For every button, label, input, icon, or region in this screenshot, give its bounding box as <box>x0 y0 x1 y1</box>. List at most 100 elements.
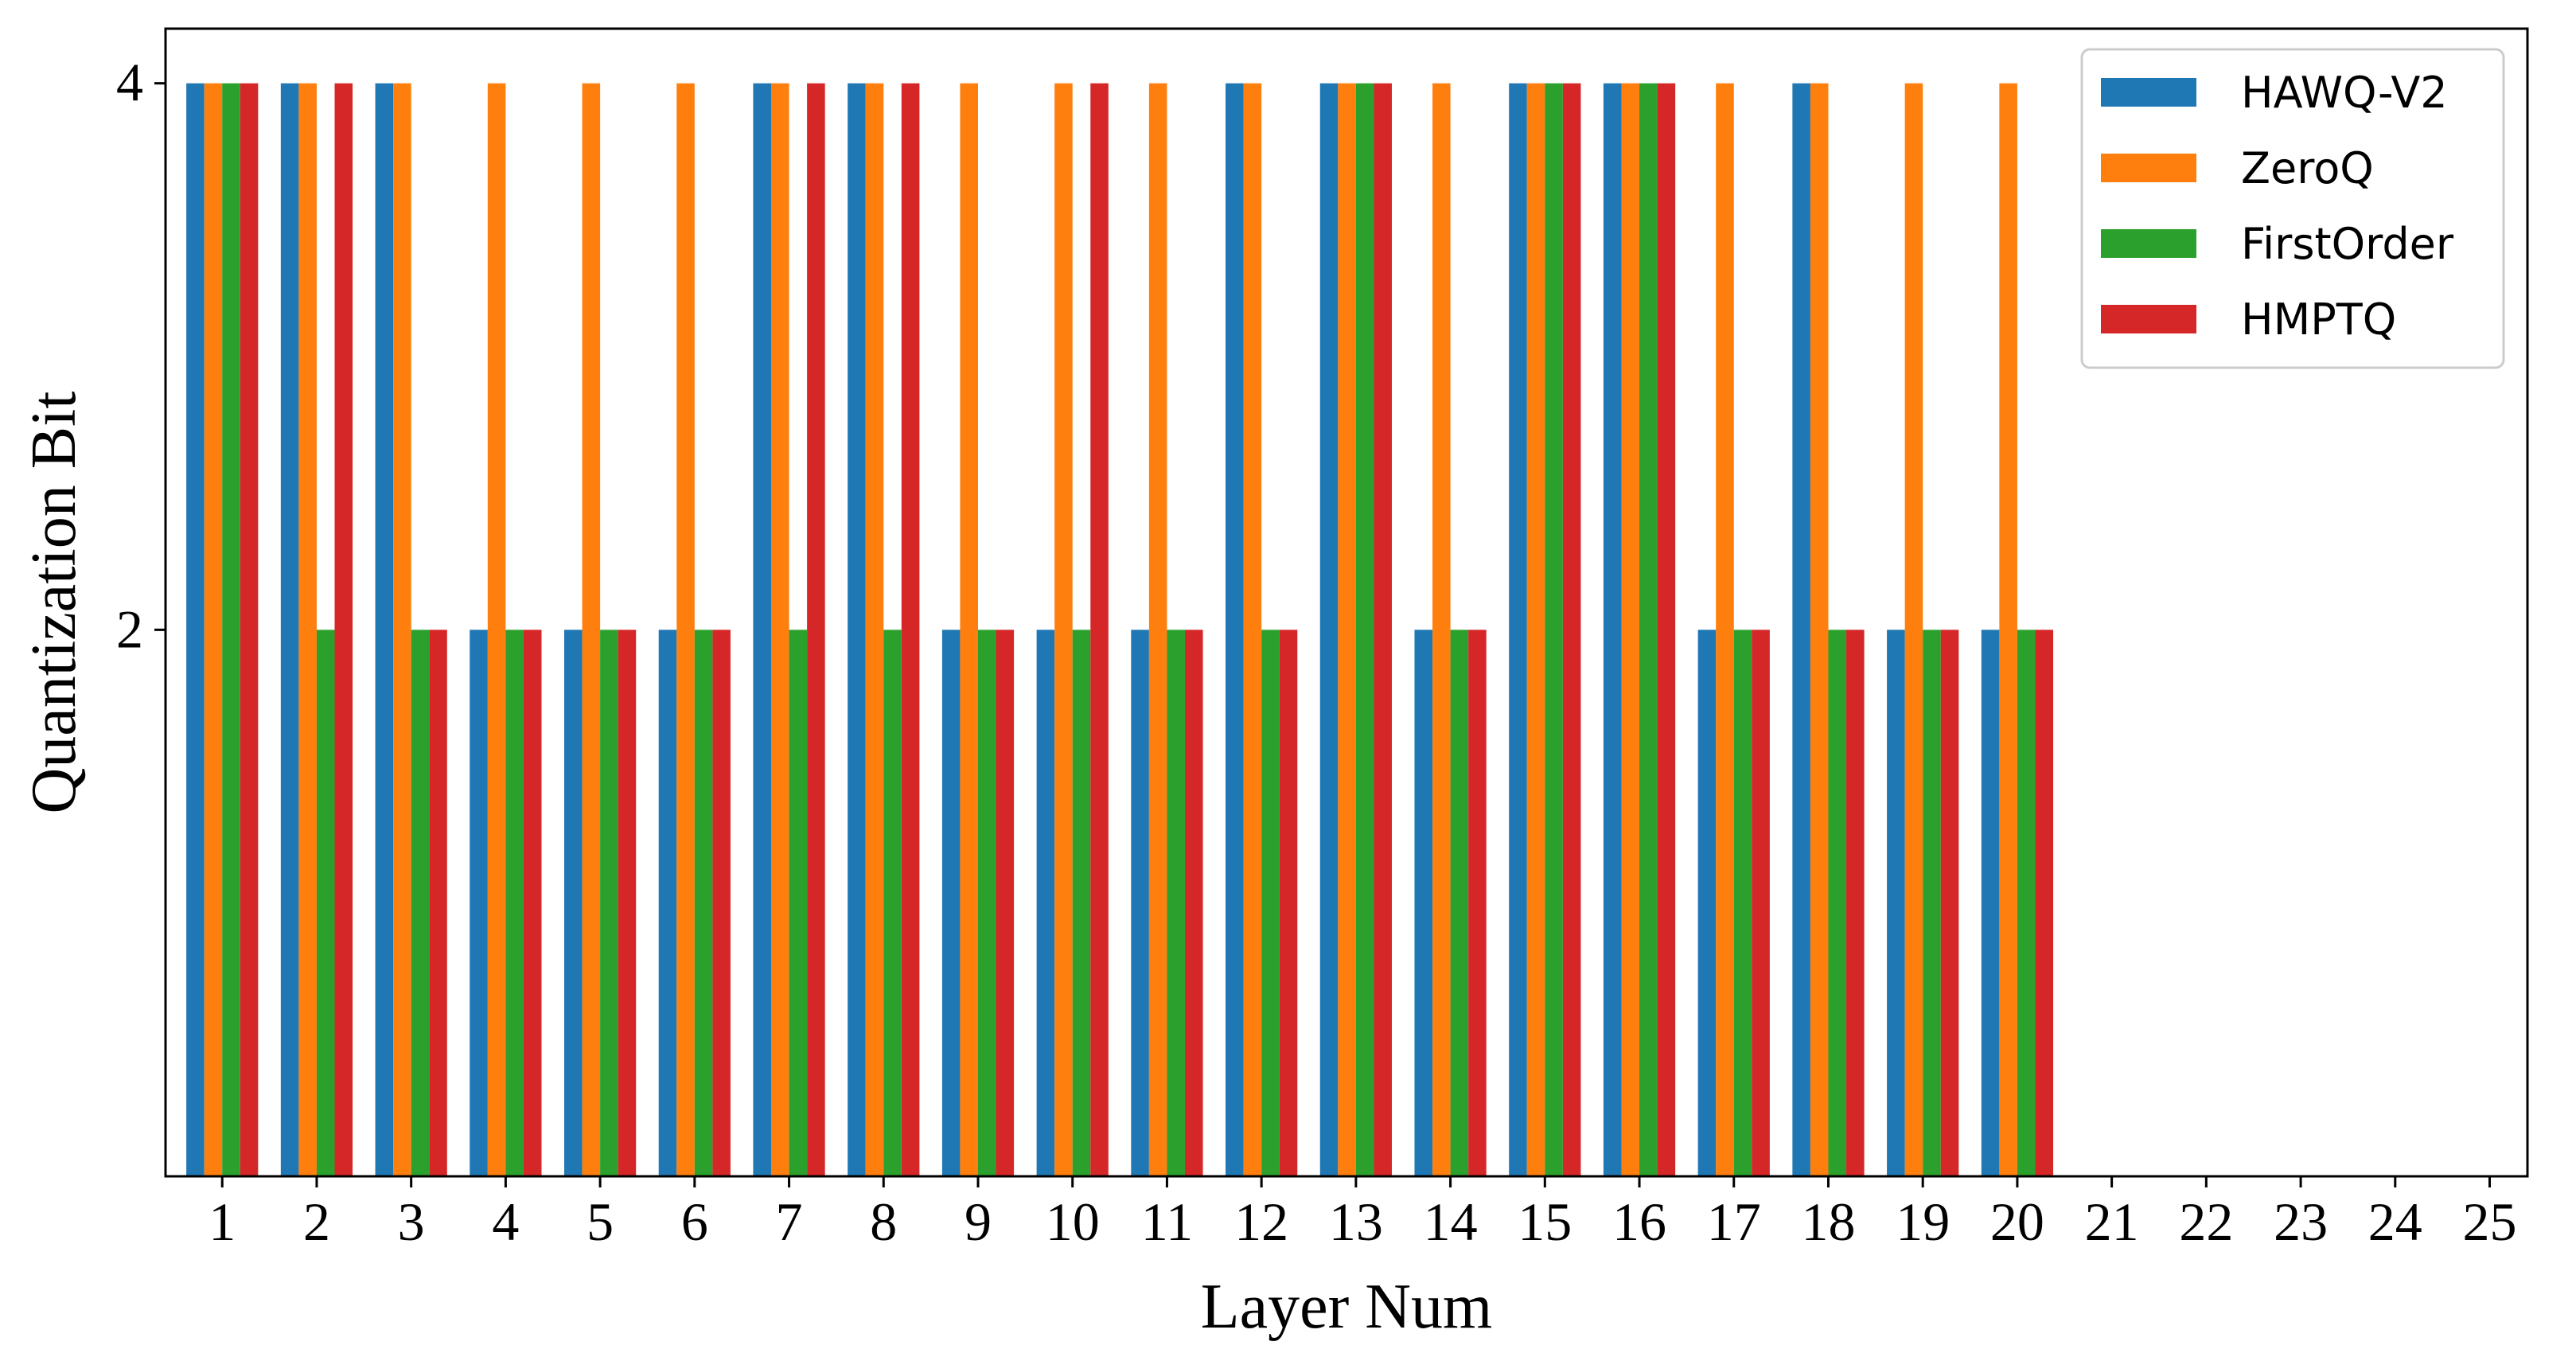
bar-zeroq-layer-14 <box>1432 83 1451 1176</box>
bar-zeroq-layer-16 <box>1621 83 1640 1176</box>
legend: HAWQ-V2 ZeroQ FirstOrder HMPTQ <box>2080 48 2505 369</box>
x-tick-label: 10 <box>1046 1191 1100 1252</box>
bar-hawq-v2-layer-2 <box>280 83 299 1176</box>
bar-zeroq-layer-8 <box>865 83 884 1176</box>
bar-firstorder-layer-2 <box>316 630 335 1176</box>
bar-hawq-v2-layer-16 <box>1603 83 1622 1176</box>
bar-zeroq-layer-12 <box>1243 83 1262 1176</box>
x-tick-label: 16 <box>1612 1191 1666 1252</box>
bar-hawq-v2-layer-19 <box>1887 630 1905 1176</box>
bar-zeroq-layer-11 <box>1148 83 1167 1176</box>
bar-firstorder-layer-1 <box>222 83 240 1176</box>
legend-label: HMPTQ <box>2241 294 2396 345</box>
bar-hmptq-layer-3 <box>429 630 447 1176</box>
x-tick-label: 1 <box>208 1191 236 1252</box>
legend-box <box>2080 48 2505 369</box>
bar-zeroq-layer-3 <box>393 83 411 1176</box>
x-tick-label: 11 <box>1141 1191 1193 1252</box>
x-tick-label: 9 <box>965 1191 992 1252</box>
bar-hmptq-layer-20 <box>2035 630 2054 1176</box>
bar-firstorder-layer-9 <box>977 630 996 1176</box>
bar-hawq-v2-layer-14 <box>1414 630 1433 1176</box>
x-tick-label: 17 <box>1707 1191 1761 1252</box>
bar-zeroq-layer-1 <box>204 83 223 1176</box>
bar-firstorder-layer-17 <box>1733 630 1752 1176</box>
x-tick-label: 8 <box>870 1191 897 1252</box>
bar-hmptq-layer-7 <box>807 83 825 1176</box>
bar-hawq-v2-layer-18 <box>1792 83 1810 1176</box>
bar-hawq-v2-layer-15 <box>1509 83 1527 1176</box>
x-tick-label: 25 <box>2463 1191 2517 1252</box>
bar-hawq-v2-layer-8 <box>848 83 866 1176</box>
bar-hawq-v2-layer-3 <box>375 83 394 1176</box>
bar-hmptq-layer-1 <box>240 83 259 1176</box>
bar-hawq-v2-layer-1 <box>186 83 205 1176</box>
bar-hmptq-layer-18 <box>1846 630 1865 1176</box>
bar-firstorder-layer-10 <box>1072 630 1091 1176</box>
x-axis-label: Layer Num <box>1201 1272 1493 1342</box>
bar-zeroq-layer-9 <box>960 83 978 1176</box>
bar-hmptq-layer-13 <box>1374 83 1392 1176</box>
y-axis: 24 <box>116 53 166 659</box>
bar-hmptq-layer-5 <box>618 630 637 1176</box>
bar-hawq-v2-layer-5 <box>564 630 583 1176</box>
bar-hawq-v2-layer-4 <box>470 630 488 1176</box>
bar-zeroq-layer-2 <box>298 83 317 1176</box>
legend-label: FirstOrder <box>2241 219 2454 269</box>
bar-firstorder-layer-11 <box>1167 630 1185 1176</box>
bar-zeroq-layer-5 <box>582 83 601 1176</box>
bar-zeroq-layer-6 <box>676 83 695 1176</box>
x-tick-label: 2 <box>303 1191 330 1252</box>
x-tick-label: 3 <box>398 1191 425 1252</box>
plot-frame <box>164 27 2529 1178</box>
legend-swatch <box>2101 305 2196 333</box>
bar-hawq-v2-layer-9 <box>941 630 961 1176</box>
x-tick-label: 5 <box>587 1191 614 1252</box>
bar-hmptq-layer-15 <box>1562 83 1581 1176</box>
bar-firstorder-layer-15 <box>1545 83 1563 1176</box>
bar-hmptq-layer-10 <box>1090 83 1109 1176</box>
bar-hawq-v2-layer-7 <box>753 83 771 1176</box>
bar-firstorder-layer-6 <box>694 630 713 1176</box>
x-tick-label: 13 <box>1329 1191 1383 1252</box>
x-tick-label: 4 <box>492 1191 519 1252</box>
bar-firstorder-layer-3 <box>411 630 430 1176</box>
bar-firstorder-layer-8 <box>883 630 902 1176</box>
legend-swatch <box>2101 154 2196 182</box>
bar-zeroq-layer-20 <box>1999 83 2017 1176</box>
bar-hmptq-layer-16 <box>1657 83 1676 1176</box>
x-tick-label: 20 <box>1990 1191 2044 1252</box>
bar-firstorder-layer-20 <box>2017 630 2036 1176</box>
bar-hmptq-layer-12 <box>1279 630 1298 1176</box>
bar-zeroq-layer-4 <box>487 83 506 1176</box>
bar-firstorder-layer-12 <box>1261 630 1280 1176</box>
bar-zeroq-layer-18 <box>1810 83 1829 1176</box>
bar-zeroq-layer-15 <box>1526 83 1545 1176</box>
bar-firstorder-layer-16 <box>1639 83 1658 1176</box>
legend-label: ZeroQ <box>2241 143 2374 193</box>
x-tick-label: 24 <box>2368 1191 2422 1252</box>
bar-hmptq-layer-14 <box>1468 630 1487 1176</box>
x-axis: 1 2 3 4 5 6 7 8 9 10 11 12 13 14 15 16 17 18 19 20 21 22 23 24 2… <box>208 1176 2517 1252</box>
x-tick-label: 21 <box>2085 1191 2139 1252</box>
x-tick-label: 23 <box>2274 1191 2328 1252</box>
bar-hmptq-layer-2 <box>334 83 353 1176</box>
bars-layer <box>186 83 2054 1176</box>
bar-hmptq-layer-9 <box>996 630 1015 1176</box>
bar-hawq-v2-layer-17 <box>1697 630 1717 1176</box>
bar-hawq-v2-layer-12 <box>1226 83 1244 1176</box>
x-tick-label: 22 <box>2179 1191 2233 1252</box>
bar-hawq-v2-layer-6 <box>658 630 677 1176</box>
bar-hmptq-layer-4 <box>523 630 542 1176</box>
bar-hmptq-layer-17 <box>1752 630 1770 1176</box>
y-tick-label: 4 <box>116 53 143 113</box>
bar-zeroq-layer-19 <box>1904 83 1923 1176</box>
bar-zeroq-layer-17 <box>1716 83 1734 1176</box>
bar-firstorder-layer-14 <box>1450 630 1469 1176</box>
legend-swatch <box>2101 78 2196 107</box>
y-axis-label: Quantization Bit <box>19 391 89 813</box>
bar-hmptq-layer-19 <box>1940 630 1959 1176</box>
bar-firstorder-layer-18 <box>1828 630 1847 1176</box>
x-tick-label: 18 <box>1801 1191 1855 1252</box>
